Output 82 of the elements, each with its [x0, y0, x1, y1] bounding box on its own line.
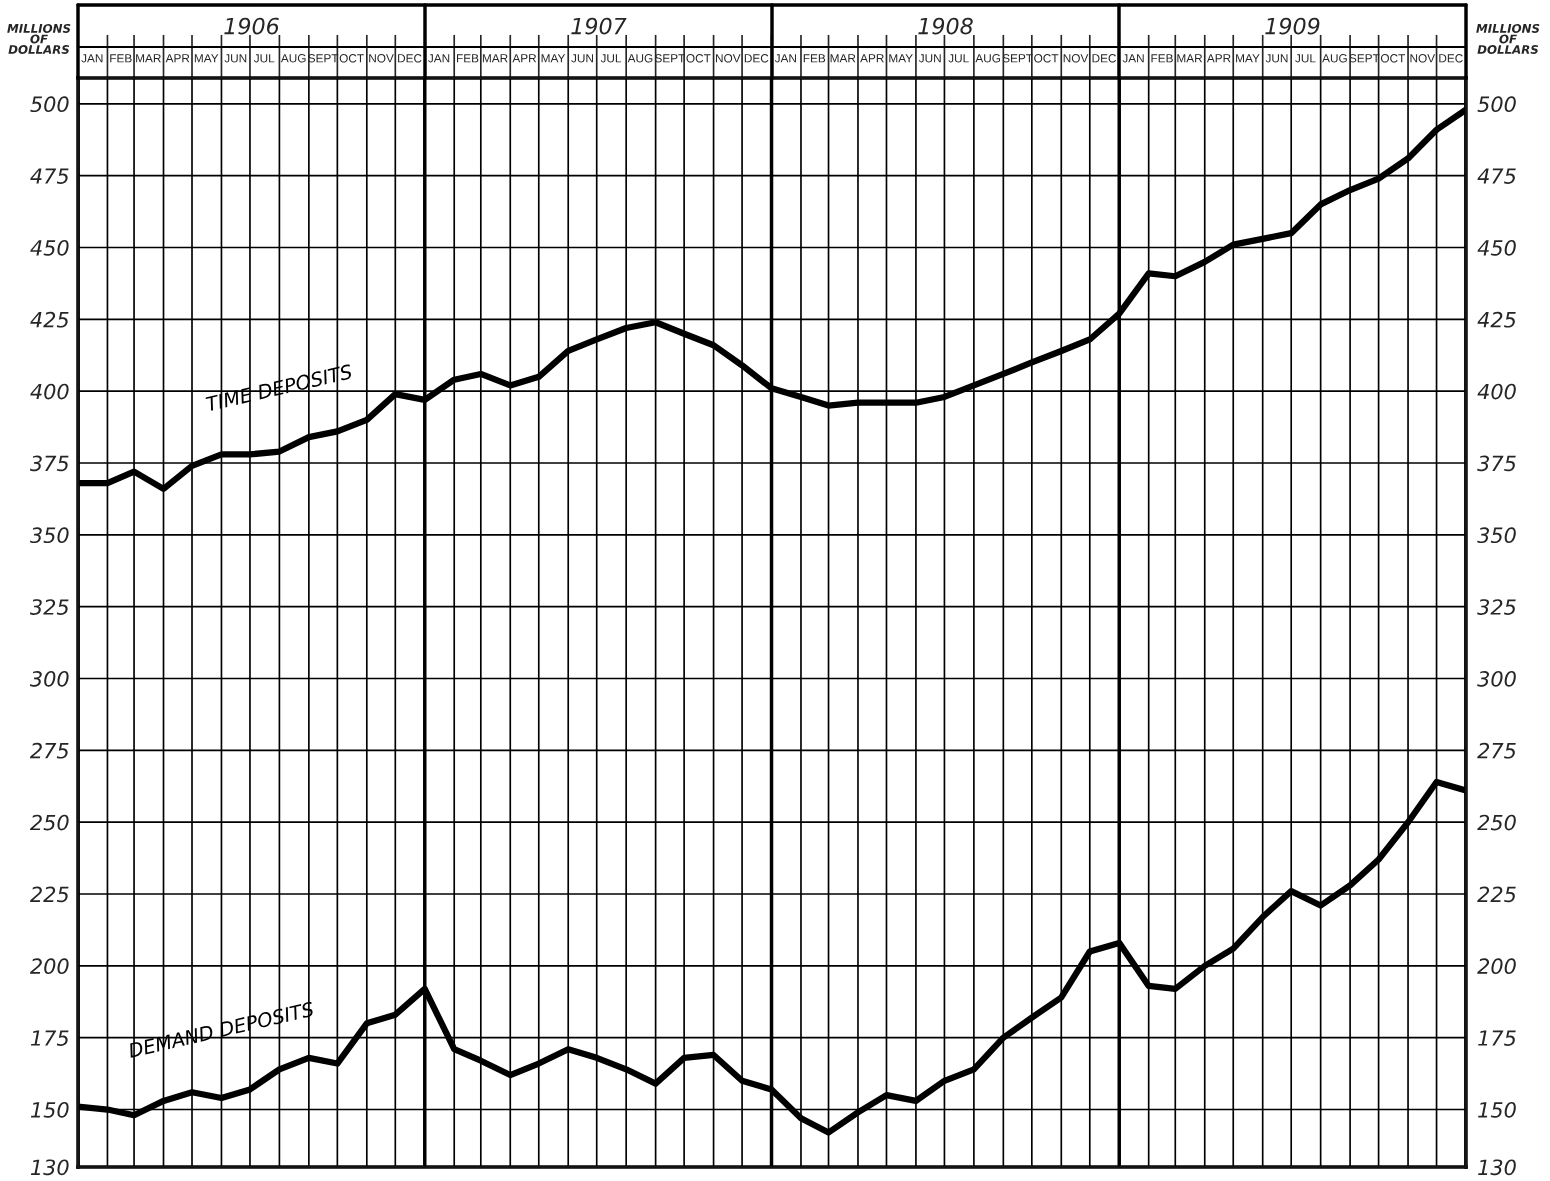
- y2-tick-label: 130: [1478, 1159, 1516, 1176]
- x-tick-label: MAR: [830, 54, 856, 63]
- y2-tick-label: 375: [1477, 455, 1516, 472]
- x-tick-label: DEC: [744, 54, 769, 63]
- x-tick-label: JUN: [1265, 54, 1288, 63]
- y-tick-label: 325: [29, 599, 69, 615]
- x-tick-label: NOV: [1063, 54, 1089, 63]
- x-tick-label: APR: [860, 54, 884, 63]
- y-tick-label: 450: [30, 239, 69, 256]
- y-tick-label: 200: [29, 958, 69, 975]
- x-tick-label: AUG: [627, 54, 653, 63]
- text: 1906: [224, 17, 279, 35]
- y-tick-label: 150: [30, 1101, 69, 1118]
- x-tick-label: MAR: [136, 54, 161, 63]
- x-tick-label: MAY: [541, 54, 566, 63]
- x-tick-label: JUN: [224, 54, 247, 63]
- text: 1908: [918, 17, 973, 35]
- x-tick-label: OCT: [686, 54, 711, 63]
- x-tick-label: NOV: [369, 54, 394, 63]
- y-tick-label: 250: [29, 814, 69, 831]
- y-tick-label: 425: [30, 311, 69, 328]
- y-tick-label: 130: [30, 1159, 69, 1176]
- y-tick-label: 225: [29, 886, 69, 903]
- x-tick-label: JUL: [600, 54, 622, 63]
- x-tick-label: AUG: [975, 54, 1001, 63]
- x-tick-label: APR: [165, 54, 190, 63]
- y2-tick-label: 450: [1477, 239, 1516, 256]
- x-tick-label: JAN: [1122, 54, 1144, 63]
- y2-tick-label: 475: [1477, 168, 1516, 184]
- y-tick-label: 375: [29, 455, 69, 472]
- x-tick-label: JUN: [571, 54, 593, 63]
- text: 1907: [571, 17, 627, 35]
- y2-tick-label: 325: [1477, 599, 1516, 615]
- y2-tick-label: 500: [1477, 96, 1516, 113]
- x-tick-label: JAN: [774, 54, 796, 63]
- y-tick-label: 350: [29, 527, 69, 544]
- y2-tick-label: 175: [1478, 1030, 1516, 1046]
- x-tick-label: MAR: [1177, 54, 1203, 63]
- x-tick-label: FEB: [803, 54, 826, 63]
- y2-tick-label: 150: [1478, 1101, 1516, 1118]
- x-tick-label: MAR: [482, 54, 508, 63]
- x-tick-label: APR: [1206, 54, 1231, 63]
- x-tick-label: DEC: [1092, 54, 1117, 63]
- y2-tick-label: 200: [1477, 958, 1516, 975]
- y-tick-label: 275: [29, 742, 69, 759]
- y2-tick-label: 250: [1477, 814, 1516, 831]
- x-tick-label: JUN: [918, 54, 941, 63]
- x-tick-label: DEC: [1439, 54, 1463, 63]
- x-tick-label: OCT: [339, 54, 364, 63]
- x-tick-label: NOV: [716, 54, 741, 63]
- y-tick-label: 475: [30, 168, 69, 184]
- y-tick-label: 175: [30, 1030, 69, 1046]
- y2-tick-label: 275: [1477, 742, 1516, 759]
- x-tick-label: FEB: [457, 54, 479, 63]
- x-tick-label: OCT: [1380, 54, 1406, 63]
- y-tick-label: 300: [29, 670, 69, 687]
- x-tick-label: JUL: [1295, 54, 1316, 63]
- y2-tick-label: 350: [1477, 527, 1516, 544]
- x-tick-label: AUG: [1322, 54, 1347, 63]
- x-tick-label: MAY: [1236, 54, 1260, 63]
- x-tick-label: DEC: [398, 54, 422, 63]
- text: 1909: [1265, 17, 1320, 35]
- x-tick-label: JUL: [253, 54, 275, 63]
- y2-tick-label: 225: [1477, 886, 1516, 903]
- x-tick-label: FEB: [110, 54, 132, 63]
- y-axis-title: MILLIONS OF DOLLARS: [7, 23, 71, 54]
- x-tick-label: AUG: [280, 54, 306, 63]
- y-tick-label: 400: [30, 383, 69, 400]
- x-tick-label: NOV: [1410, 54, 1436, 63]
- y2-tick-label: 400: [1477, 383, 1516, 400]
- x-tick-label: FEB: [1151, 54, 1173, 63]
- x-tick-label: APR: [512, 54, 537, 63]
- x-tick-label: MAY: [889, 54, 913, 63]
- x-tick-label: JUL: [948, 54, 969, 63]
- y-tick-label: 500: [30, 96, 69, 113]
- y2-axis-title: MILLIONS OF DOLLARS: [1476, 23, 1540, 54]
- x-tick-label: JAN: [81, 54, 103, 63]
- x-tick-label: OCT: [1034, 54, 1059, 63]
- y2-tick-label: 300: [1477, 670, 1516, 687]
- x-tick-label: JAN: [428, 54, 450, 63]
- y2-tick-label: 425: [1477, 311, 1516, 328]
- x-tick-label: MAY: [194, 54, 219, 63]
